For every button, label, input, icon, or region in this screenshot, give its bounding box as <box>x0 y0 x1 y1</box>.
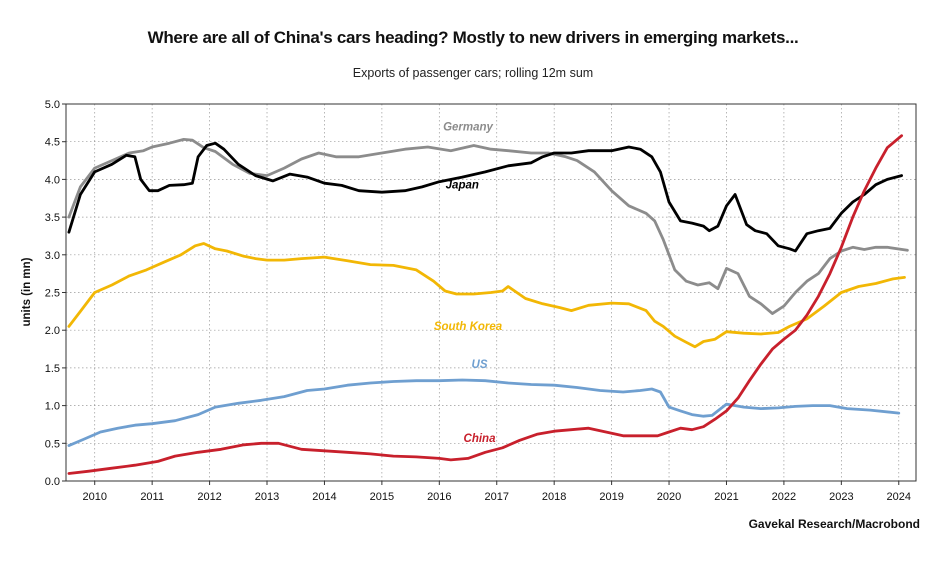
axes: 0.0 0.5 1.0 1.5 2.0 2.5 3.0 3.5 4.0 4.5 5.0 2010 201… <box>45 99 917 503</box>
y-tick-label: 0.0 <box>45 476 60 488</box>
series-line-china <box>67 134 903 475</box>
x-tick-label: 2010 <box>82 491 106 503</box>
x-tick-label: 2022 <box>772 491 796 503</box>
x-tick-label: 2016 <box>427 491 451 503</box>
x-tick-label: 2011 <box>140 491 164 503</box>
y-axis-label: units (in mn) <box>21 257 33 326</box>
series-line-japan <box>67 141 903 253</box>
y-tick-label: 4.5 <box>45 137 60 149</box>
y-tick-label: 4.0 <box>45 174 60 186</box>
series-labels: Germany Japan South Korea US China <box>434 121 503 444</box>
x-tick-label: 2021 <box>714 491 738 503</box>
series-label-south-korea: South Korea <box>434 321 503 333</box>
x-tick-label: 2020 <box>657 491 681 503</box>
chart-title: Where are all of China's cars heading? M… <box>147 28 799 47</box>
series-line-us <box>67 378 901 447</box>
series-line-germany <box>67 138 909 315</box>
y-tick-label: 5.0 <box>45 99 60 111</box>
y-tick-label: 2.0 <box>45 325 60 337</box>
series-line-south-korea <box>67 242 906 349</box>
series-lines <box>67 134 909 475</box>
series-label-germany: Germany <box>443 121 493 133</box>
y-tick-label: 0.5 <box>45 438 60 450</box>
x-tick-label: 2018 <box>542 491 566 503</box>
x-tick-label: 2014 <box>312 491 336 503</box>
y-tick-label: 1.5 <box>45 363 60 375</box>
x-tick-label: 2024 <box>887 491 911 503</box>
y-tick-label: 1.0 <box>45 401 60 413</box>
chart-subtitle: Exports of passenger cars; rolling 12m s… <box>352 66 594 80</box>
x-tick-label: 2013 <box>255 491 279 503</box>
y-tick-label: 3.5 <box>45 212 60 224</box>
series-label-japan: Japan <box>446 179 479 191</box>
x-tick-label: 2012 <box>197 491 221 503</box>
series-label-china: China <box>464 433 497 445</box>
x-tick-label: 2023 <box>829 491 853 503</box>
x-tick-label: 2019 <box>599 491 623 503</box>
x-tick-label: 2015 <box>370 491 394 503</box>
y-tick-label: 2.5 <box>45 288 60 300</box>
source-credit: Gavekal Research/Macrobond <box>748 517 920 531</box>
x-tick-label: 2017 <box>485 491 509 503</box>
series-label-us: US <box>472 359 488 371</box>
y-tick-label: 3.0 <box>45 250 60 262</box>
